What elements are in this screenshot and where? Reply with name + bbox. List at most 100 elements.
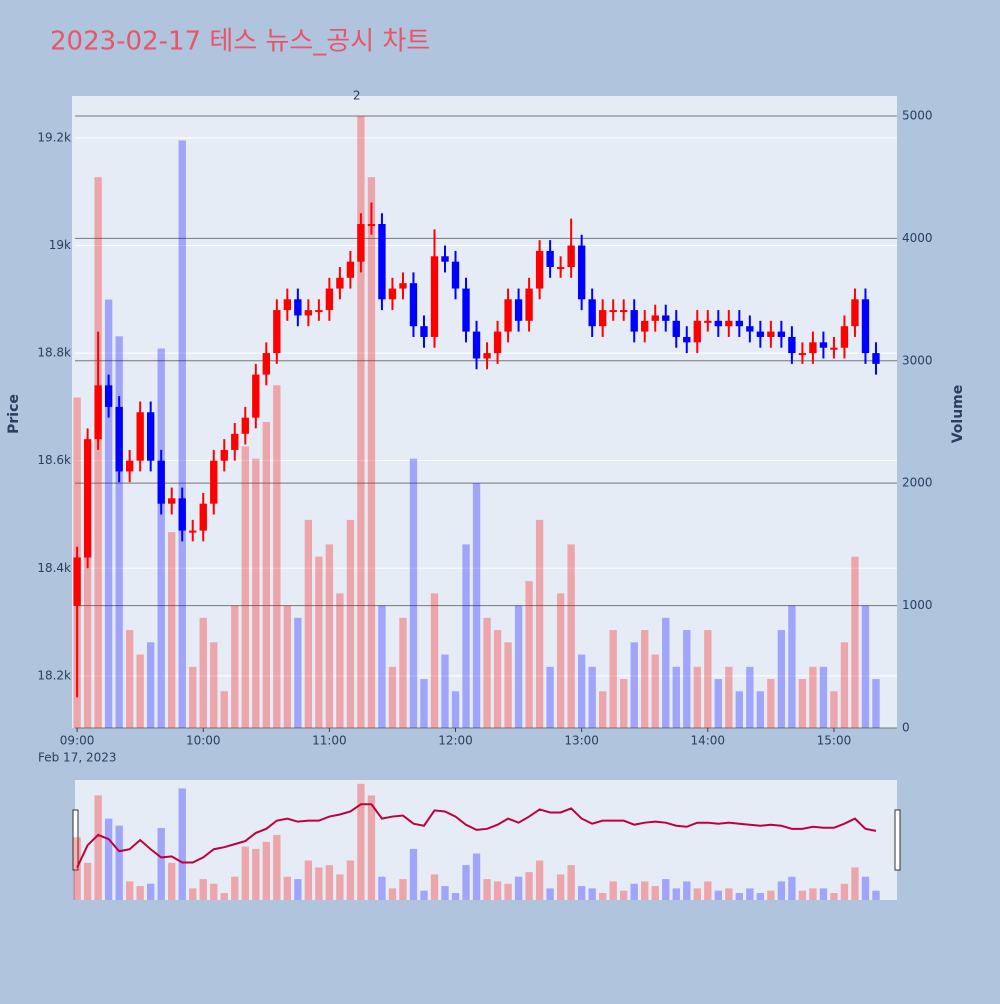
mini-volume-bar <box>241 846 249 900</box>
candle-body <box>472 331 481 359</box>
mini-volume-bar <box>125 881 134 900</box>
candle-body <box>241 417 249 434</box>
volume-bar <box>483 617 491 728</box>
mini-volume-bar <box>252 848 260 900</box>
volume-bar <box>662 617 670 728</box>
candle-body <box>683 336 691 343</box>
slider-handle[interactable] <box>894 809 901 871</box>
y2-tick-label: 0 <box>902 721 910 735</box>
mini-volume-bar <box>378 876 386 900</box>
candle-body <box>147 412 155 461</box>
candle-body <box>210 460 218 504</box>
candle-body <box>588 299 596 327</box>
volume-bar <box>262 421 270 728</box>
candle-body <box>388 288 397 300</box>
volume-bar <box>83 532 92 728</box>
mini-volume-bar <box>609 881 617 900</box>
volume-bar <box>472 483 481 728</box>
volume-bar <box>567 544 575 728</box>
x-tick-label: 11:00 <box>312 734 347 748</box>
annotation: 2 <box>353 89 361 103</box>
volume-bar <box>777 630 786 728</box>
candle-body <box>462 288 470 332</box>
candle-body <box>94 385 102 440</box>
candle-body <box>346 261 355 278</box>
candle-body <box>514 299 523 321</box>
mini-volume-bar <box>851 867 859 900</box>
mini-volume-bar <box>472 853 481 900</box>
volume-bar <box>462 544 470 728</box>
candle-body <box>556 267 565 270</box>
candle-body <box>704 320 712 323</box>
candle-body <box>830 347 838 350</box>
volume-bar <box>168 532 176 728</box>
y-tick-label: 18.4k <box>37 561 71 575</box>
candle-body <box>725 320 733 327</box>
candle-body <box>262 353 270 375</box>
mini-volume-bar <box>493 881 502 900</box>
candle-body <box>525 288 533 321</box>
candle-body <box>325 288 334 311</box>
mini-volume-bar <box>798 890 807 900</box>
y2-tick-label: 4000 <box>902 231 933 245</box>
volume-bar <box>147 642 155 728</box>
mini-volume-bar <box>83 862 92 900</box>
y-tick-label: 19k <box>49 238 71 252</box>
mini-volume-bar <box>620 890 628 900</box>
volume-bar <box>357 115 365 728</box>
candle-body <box>367 224 376 227</box>
mini-volume-bar <box>651 886 659 900</box>
mini-volume-bar <box>199 879 207 900</box>
y-tick-label: 19.2k <box>37 130 71 144</box>
mini-volume-bar <box>767 890 775 900</box>
mini-volume-bar <box>346 860 355 900</box>
volume-bar <box>409 458 418 728</box>
y-tick-label: 18.8k <box>37 346 71 360</box>
candle-body <box>304 310 313 316</box>
volume-bar <box>588 666 596 728</box>
candle-body <box>252 374 260 418</box>
mini-volume-bar <box>210 883 218 900</box>
volume-bar <box>325 544 334 728</box>
candle-body <box>378 224 386 300</box>
candle-body <box>273 310 281 354</box>
mini-volume-bar <box>304 860 313 900</box>
mini-volume-bar <box>641 881 649 900</box>
volume-bar <box>641 630 649 728</box>
volume-bar <box>104 299 113 728</box>
mini-volume-bar <box>630 883 638 900</box>
mini-volume-bar <box>441 886 449 900</box>
mini-volume-bar <box>735 893 744 900</box>
y-axis-title: Price <box>6 394 22 434</box>
mini-volume-bar <box>672 888 680 900</box>
volume-bar <box>346 519 355 728</box>
mini-volume-bar <box>283 876 292 900</box>
volume-bar <box>199 617 207 728</box>
mini-volume-bar <box>367 795 376 900</box>
mini-volume-bar <box>546 888 554 900</box>
mini-volume-bar <box>504 883 512 900</box>
volume-bar <box>630 642 638 728</box>
candle-body <box>441 256 449 262</box>
candle-body <box>220 449 228 461</box>
y-tick-label: 18.6k <box>37 453 71 467</box>
mini-volume-bar <box>777 881 786 900</box>
volume-bar <box>851 556 859 728</box>
volume-bar <box>620 679 628 728</box>
candle-body <box>157 460 165 504</box>
volume-bar <box>294 617 302 728</box>
volume-bar <box>493 630 502 728</box>
mini-volume-bar <box>231 876 239 900</box>
mini-volume-bar <box>420 890 428 900</box>
y2-tick-label: 1000 <box>902 598 933 612</box>
x-tick-label: 12:00 <box>438 734 473 748</box>
candle-body <box>483 353 491 359</box>
candle-body <box>567 245 575 268</box>
mini-volume-bar <box>136 886 144 900</box>
slider-handle[interactable] <box>72 809 79 871</box>
mini-volume-bar <box>535 860 544 900</box>
candle-body <box>767 331 775 337</box>
candle-body <box>598 310 607 327</box>
candle-body <box>693 320 701 343</box>
candle-body <box>399 283 407 289</box>
